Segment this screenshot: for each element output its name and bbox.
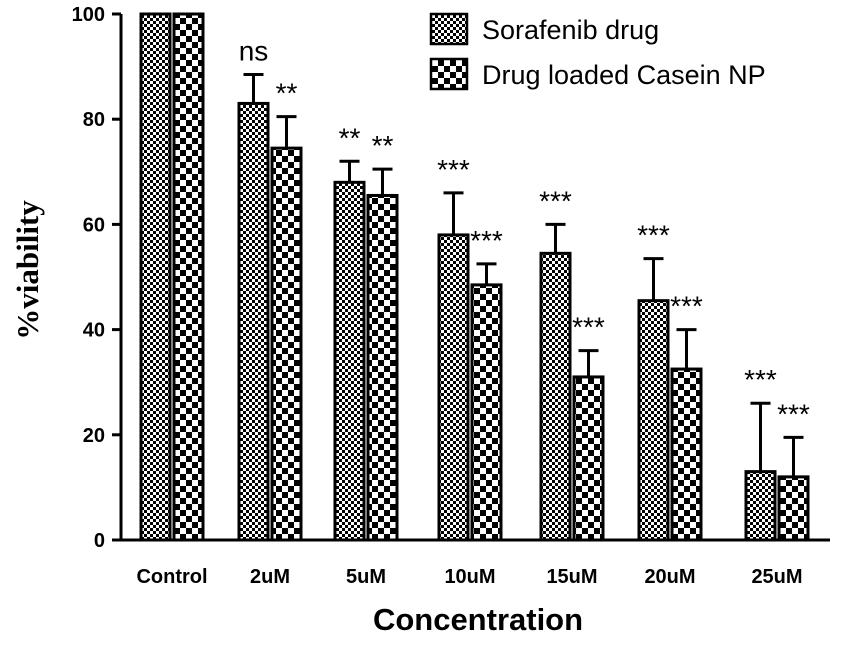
legend-label-sorafenib-drug: Sorafenib drug — [482, 15, 659, 45]
bar-sorafenib-5um — [333, 180, 366, 542]
x-axis-title: Concentration — [373, 602, 583, 637]
significance-label: *** — [670, 291, 703, 322]
y-axis: 0 20 40 60 80 100 — [72, 4, 123, 552]
significance-label: *** — [437, 154, 470, 185]
x-tick-label: 25uM — [751, 566, 802, 588]
bar-casein-np-2um — [270, 146, 303, 542]
bars — [139, 12, 810, 542]
y-axis-title: %viability — [10, 200, 45, 340]
bar-sorafenib-control — [139, 12, 172, 542]
x-tick-label: 20uM — [644, 566, 695, 588]
bar-casein-np-10um — [470, 283, 503, 542]
bar-casein-np-control — [172, 12, 205, 542]
significance-label: *** — [539, 185, 572, 216]
y-tick-label: 100 — [72, 4, 105, 26]
y-tick-label: 0 — [94, 530, 105, 552]
legend-label-drug-loaded-casein-np: Drug loaded Casein NP — [482, 60, 766, 90]
y-tick-label: 40 — [83, 320, 105, 342]
legend-swatch-drug-loaded-casein-np — [429, 57, 469, 91]
bar-casein-np-25um — [777, 475, 810, 542]
bar-casein-np-20um — [670, 367, 703, 542]
bar-casein-np-15um — [572, 375, 605, 542]
legend-swatch-sorafenib-drug — [429, 12, 469, 46]
significance-label: *** — [572, 312, 605, 343]
significance-label: ** — [372, 130, 394, 161]
y-tick-label: 80 — [83, 109, 105, 131]
x-tick-label: 2uM — [250, 566, 290, 588]
significance-label: ** — [339, 122, 361, 153]
bar-sorafenib-2um — [237, 101, 270, 542]
x-tick-label: 15uM — [546, 566, 597, 588]
significance-label: *** — [777, 398, 810, 429]
x-tick-label: Control — [136, 566, 207, 588]
bar-sorafenib-20um — [637, 299, 670, 542]
x-tick-label: 10uM — [444, 566, 495, 588]
significance-label: *** — [470, 225, 503, 256]
bar-casein-np-5um — [366, 193, 399, 542]
y-tick-label: 20 — [83, 425, 105, 447]
y-tick-label: 60 — [83, 214, 105, 236]
bar-sorafenib-25um — [744, 470, 777, 542]
bar-sorafenib-15um — [539, 251, 572, 542]
bar-sorafenib-10um — [437, 233, 470, 542]
significance-labels: ns****************************** — [239, 35, 810, 429]
significance-label: *** — [637, 220, 670, 251]
legend: Sorafenib drug Drug loaded Casein NP — [429, 12, 766, 91]
significance-label: ns — [239, 35, 269, 66]
x-tick-label: 5uM — [346, 566, 386, 588]
significance-label: *** — [744, 364, 777, 395]
x-axis: Control 2uM 5uM 10uM 15uM 20uM 25uM — [112, 538, 830, 588]
significance-label: ** — [276, 78, 298, 109]
